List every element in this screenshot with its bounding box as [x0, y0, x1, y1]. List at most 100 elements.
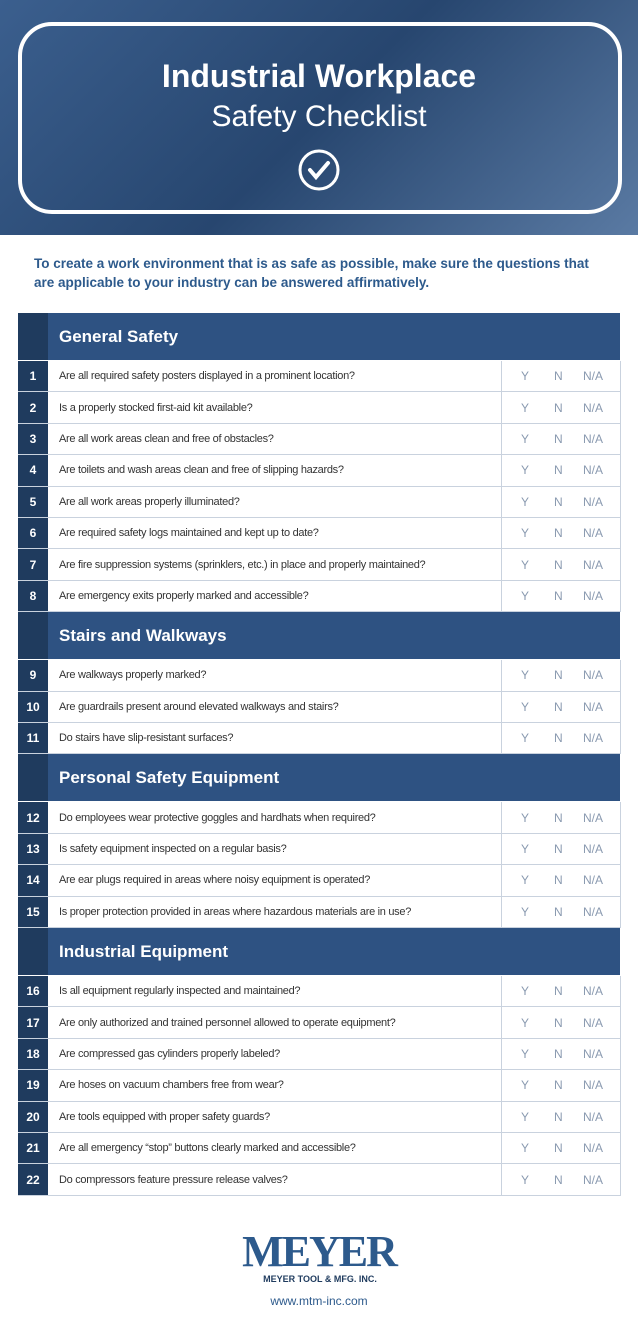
- intro: To create a work environment that is as …: [34, 256, 589, 290]
- answer-option: N/A: [583, 526, 604, 541]
- answer-option: Y: [521, 494, 530, 509]
- item-question: Are required safety logs maintained and …: [59, 527, 319, 540]
- answer-divider: [501, 392, 502, 423]
- answer-divider: [501, 1038, 502, 1070]
- answer-option: Y: [521, 526, 530, 541]
- answer-option: Y: [521, 668, 530, 683]
- item-number: 17: [18, 1007, 48, 1038]
- answer-option: N/A: [583, 400, 604, 415]
- answer-option: N/A: [583, 1078, 604, 1093]
- answer-option: N: [554, 1046, 563, 1061]
- item-number: 16: [18, 976, 48, 1007]
- answer-divider: [501, 833, 502, 865]
- item-question: Is proper protection provided in areas w…: [59, 905, 412, 918]
- answer-option: N/A: [583, 1109, 604, 1124]
- item-number: 18: [18, 1038, 48, 1070]
- section-title: General Safety: [59, 326, 179, 346]
- check-icon: [298, 149, 340, 191]
- item-number: 6: [18, 518, 48, 549]
- section-header: Industrial Equipment: [18, 928, 620, 975]
- answer-divider: [501, 1101, 502, 1132]
- answer-option: N: [554, 400, 563, 415]
- checklist-row: 1 Are all required safety posters display…: [18, 361, 621, 393]
- item-number: 4: [18, 455, 48, 486]
- answer-divider: [501, 423, 502, 455]
- checklist-row: 11 Do stairs have slip-resistant surfaces…: [18, 723, 621, 755]
- answer-option: Y: [521, 1141, 530, 1156]
- answer-divider: [501, 455, 502, 486]
- answer-option: N: [554, 873, 563, 888]
- checklist-row: 7 Are fire suppression systems (sprinkler…: [18, 549, 621, 581]
- item-number: 1: [18, 361, 48, 392]
- item-question: Is safety equipment inspected on a regul…: [59, 842, 287, 855]
- item-number: 12: [18, 802, 48, 833]
- title: Industrial Workplace: [161, 58, 477, 94]
- item-question: Are all work areas clean and free of obs…: [59, 432, 274, 445]
- checklist-row: 5 Are all work areas properly illuminated…: [18, 486, 621, 518]
- answer-option: N/A: [583, 1046, 604, 1061]
- item-number: 19: [18, 1070, 48, 1101]
- answer-divider: [501, 580, 502, 612]
- section-number-cell: [18, 928, 48, 975]
- item-number: 3: [18, 423, 48, 455]
- item-question: Are walkways properly marked?: [59, 669, 207, 682]
- header-frame: [18, 22, 622, 214]
- answer-option: Y: [521, 1078, 530, 1093]
- checklist-row: 10 Are guardrails present around elevated…: [18, 691, 621, 723]
- answer-divider: [501, 896, 502, 927]
- checklist-row: 17 Are only authorized and trained person…: [18, 1007, 621, 1039]
- item-number: 5: [18, 486, 48, 517]
- answer-option: N: [554, 494, 563, 509]
- answer-option: Y: [521, 1046, 530, 1061]
- item-number: 20: [18, 1101, 48, 1132]
- answer-divider: [501, 361, 502, 392]
- answer-option: Y: [521, 1015, 530, 1030]
- item-number: 9: [18, 660, 48, 691]
- answer-option: N: [554, 369, 563, 384]
- answer-option: N/A: [583, 431, 604, 446]
- answer-divider: [501, 1133, 502, 1164]
- answer-option: N/A: [583, 1172, 604, 1187]
- answer-divider: [501, 1164, 502, 1195]
- checklist-row: 6 Are required safety logs maintained and…: [18, 518, 621, 550]
- item-number: 11: [18, 723, 48, 754]
- answer-option: N/A: [583, 668, 604, 683]
- item-question: Are all required safety posters displaye…: [59, 370, 355, 383]
- item-question: Are tools equipped with proper safety gu…: [59, 1110, 270, 1123]
- answer-option: Y: [521, 369, 530, 384]
- item-question: Is all equipment regularly inspected and…: [59, 985, 301, 998]
- answer-option: N/A: [583, 731, 604, 746]
- item-question: Are hoses on vacuum chambers free from w…: [59, 1079, 284, 1092]
- item-question: Are fire suppression systems (sprinklers…: [59, 558, 426, 571]
- checklist-row: 14 Are ear plugs required in areas where …: [18, 865, 621, 897]
- answer-option: N/A: [583, 984, 604, 999]
- item-question: Do compressors feature pressure release …: [59, 1173, 288, 1186]
- checklist-row: 16 Is all equipment regularly inspected a…: [18, 976, 621, 1008]
- answer-divider: [501, 660, 502, 691]
- checklist-row: 3 Are all work areas clean and free of ob…: [18, 423, 621, 456]
- answer-option: N/A: [583, 699, 604, 714]
- answer-option: N: [554, 731, 563, 746]
- item-question: Are guardrails present around elevated w…: [59, 700, 339, 713]
- answer-option: N/A: [583, 873, 604, 888]
- answer-option: Y: [521, 873, 530, 888]
- item-question: Do stairs have slip-resistant surfaces?: [59, 732, 234, 745]
- answer-option: N/A: [583, 588, 604, 603]
- answer-option: N: [554, 1109, 563, 1124]
- item-question: Are all emergency “stop” buttons clearly…: [59, 1142, 356, 1155]
- section-title: Personal Safety Equipment: [59, 767, 280, 787]
- section-number-cell: [18, 754, 48, 802]
- answer-option: N: [554, 1172, 563, 1187]
- checklist-row: 15 Is proper protection provided in areas…: [18, 896, 621, 928]
- item-number: 8: [18, 580, 48, 612]
- item-question: Are compressed gas cylinders properly la…: [59, 1047, 280, 1060]
- item-number: 22: [18, 1164, 48, 1195]
- logo: MEYER: [242, 1227, 398, 1276]
- section-header: Stairs and Walkways: [18, 612, 620, 660]
- answer-option: N: [554, 810, 563, 825]
- answer-option: Y: [521, 841, 530, 856]
- item-number: 10: [18, 691, 48, 722]
- answer-divider: [501, 691, 502, 722]
- answer-divider: [501, 865, 502, 896]
